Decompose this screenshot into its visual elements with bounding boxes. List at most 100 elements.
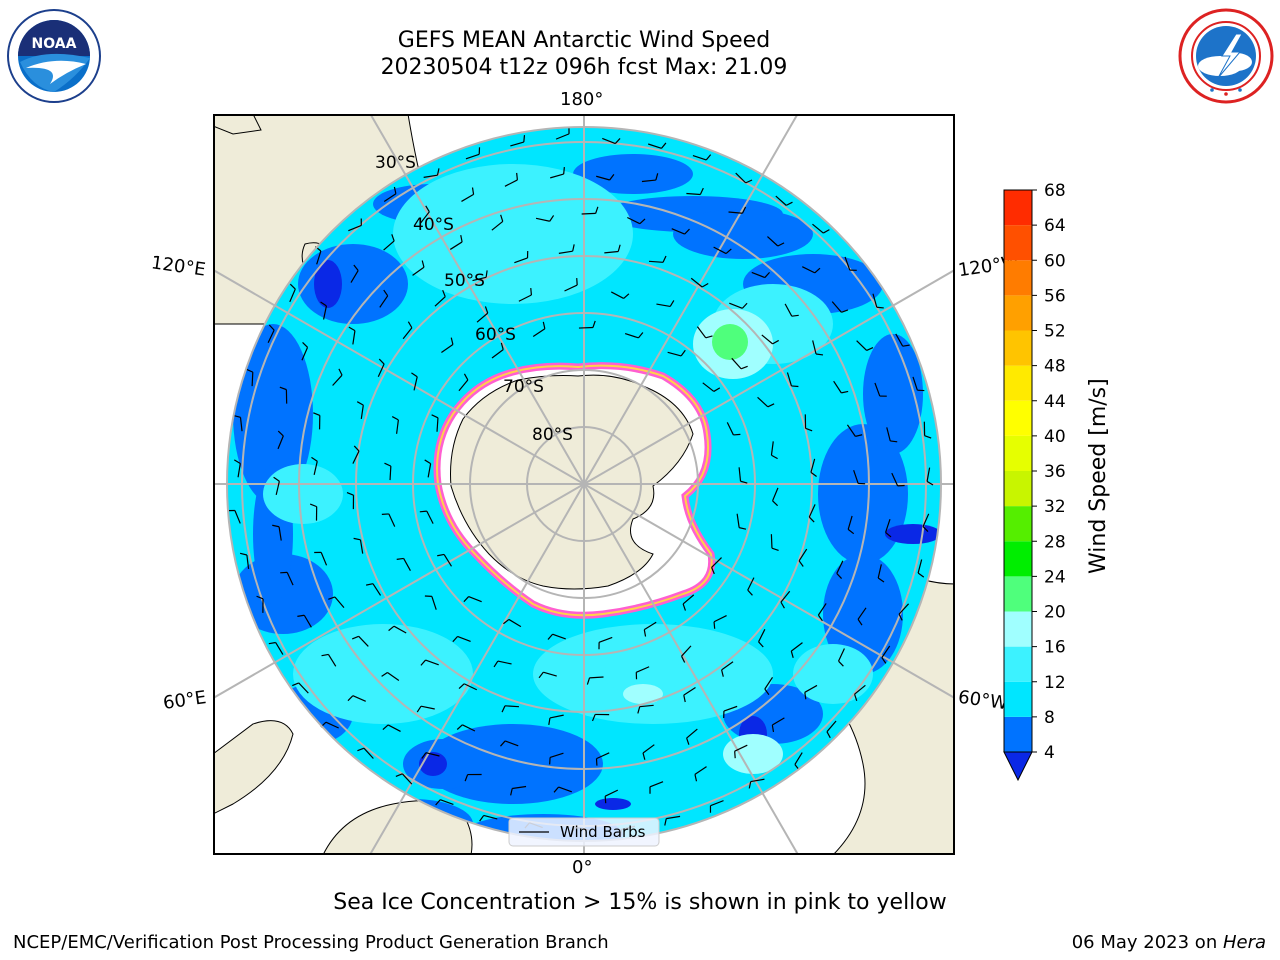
wind-barb: [328, 596, 345, 609]
wind-barb: [891, 472, 905, 487]
colorbar-tick-label: 56: [1044, 286, 1066, 306]
lon-label-0: 0°: [572, 857, 593, 878]
wind-barb: [702, 382, 721, 392]
sea-ice-caption: Sea Ice Concentration > 15% is shown in …: [333, 890, 947, 915]
wind-barb: [853, 684, 866, 702]
wind-barb: [664, 815, 681, 826]
island-land: [213, 114, 262, 135]
wind-barb: [321, 653, 337, 667]
wind-barb: [856, 340, 874, 352]
colorbar-tick-label: 48: [1044, 357, 1066, 377]
wind-barb: [535, 215, 555, 222]
wind-barb: [532, 321, 546, 337]
wind-barb: [798, 548, 808, 567]
wind-barb: [384, 462, 392, 481]
wind-barb: [348, 218, 362, 232]
colorbar-band: [1004, 190, 1032, 226]
wind-zone-low: [233, 324, 313, 504]
wind-barb: [885, 518, 892, 538]
wind-barb: [758, 629, 766, 648]
wind-barb: [808, 504, 816, 523]
wind-barb: [352, 445, 360, 464]
colorbar-tick-label: 4: [1044, 743, 1055, 763]
noaa-logo-icon: NOAA: [6, 8, 102, 104]
wind-barb: [348, 326, 356, 345]
wind-barb: [558, 244, 575, 254]
wind-barb: [564, 278, 578, 292]
wind-barb: [857, 607, 867, 626]
wind-barb: [696, 326, 713, 339]
footer-host: Hera: [1222, 932, 1266, 953]
wind-barb: [379, 289, 389, 308]
wind-barb: [751, 271, 771, 279]
wind-barb: [786, 372, 799, 388]
lon-label-60e: 60°E: [161, 687, 208, 714]
lat-label-30s: 30°S: [375, 153, 416, 173]
wind-barb: [844, 256, 857, 271]
wind-barb: [391, 416, 399, 434]
wind-barb: [604, 244, 621, 254]
wind-barb: [923, 421, 932, 439]
wind-barb: [898, 603, 910, 621]
wind-barb: [917, 559, 925, 578]
wind-barb: [279, 386, 288, 404]
colorbar-tick-label: 64: [1044, 216, 1066, 236]
wind-barb: [826, 720, 837, 739]
wind-barb: [767, 236, 785, 247]
wind-barb: [838, 648, 845, 667]
wind-barb: [604, 789, 619, 804]
wind-barb: [656, 300, 675, 308]
wind-barb: [381, 513, 396, 527]
lat-label-40s: 40°S: [413, 215, 454, 235]
wind-barb: [581, 206, 599, 215]
wind-barb: [735, 172, 753, 184]
wind-zone-very-low: [314, 260, 342, 308]
colorbar-under-arrow: [1003, 751, 1033, 782]
wind-barbs-legend: Wind Barbs: [508, 817, 660, 847]
map-frame: [213, 114, 955, 855]
wind-barb: [812, 340, 824, 356]
wind-barb: [912, 376, 925, 392]
meridian-line: [368, 114, 799, 855]
wind-barb: [833, 380, 849, 394]
wind-zone-moderate: [603, 654, 683, 694]
wind-barb: [635, 666, 650, 680]
wind-barb: [510, 785, 527, 796]
wind-barb: [227, 509, 241, 524]
colorbar-tick-label: 52: [1044, 322, 1066, 342]
wind-barb: [412, 260, 425, 276]
wind-zone-low: [823, 554, 903, 674]
colorbar-band: [1004, 330, 1032, 366]
wind-barb: [273, 476, 280, 495]
wind-barb: [812, 223, 830, 234]
wind-barb: [383, 186, 397, 203]
wind-barb: [452, 635, 471, 643]
wind-zone-max: [712, 324, 748, 360]
wind-barb: [747, 577, 755, 596]
wind-barb: [347, 695, 366, 702]
colorbar-tick-label: 28: [1044, 532, 1066, 552]
wind-barb: [246, 368, 254, 387]
wind-barb: [602, 137, 621, 145]
wind-zone-low: [818, 424, 908, 564]
wind-barb: [411, 372, 418, 391]
colorbar-band: [1004, 295, 1032, 331]
wind-barb: [465, 147, 481, 160]
map-title: GEFS MEAN Antarctic Wind Speed: [397, 28, 771, 53]
wind-barb: [728, 206, 747, 214]
wind-barb: [313, 412, 321, 430]
wind-barb: [847, 515, 855, 535]
wind-barb: [458, 683, 478, 691]
wind-barb: [518, 287, 533, 302]
wind-barb: [458, 373, 469, 392]
wind-barb: [770, 534, 779, 552]
wind-barb: [548, 714, 564, 725]
wind-barb: [256, 595, 264, 613]
wind-barb: [472, 270, 488, 282]
wind-barb: [810, 458, 817, 478]
wind-barb: [595, 752, 610, 766]
wind-barb: [726, 422, 741, 436]
wind-barb: [346, 491, 355, 510]
wind-barb: [416, 705, 435, 713]
wind-barb: [435, 799, 454, 806]
